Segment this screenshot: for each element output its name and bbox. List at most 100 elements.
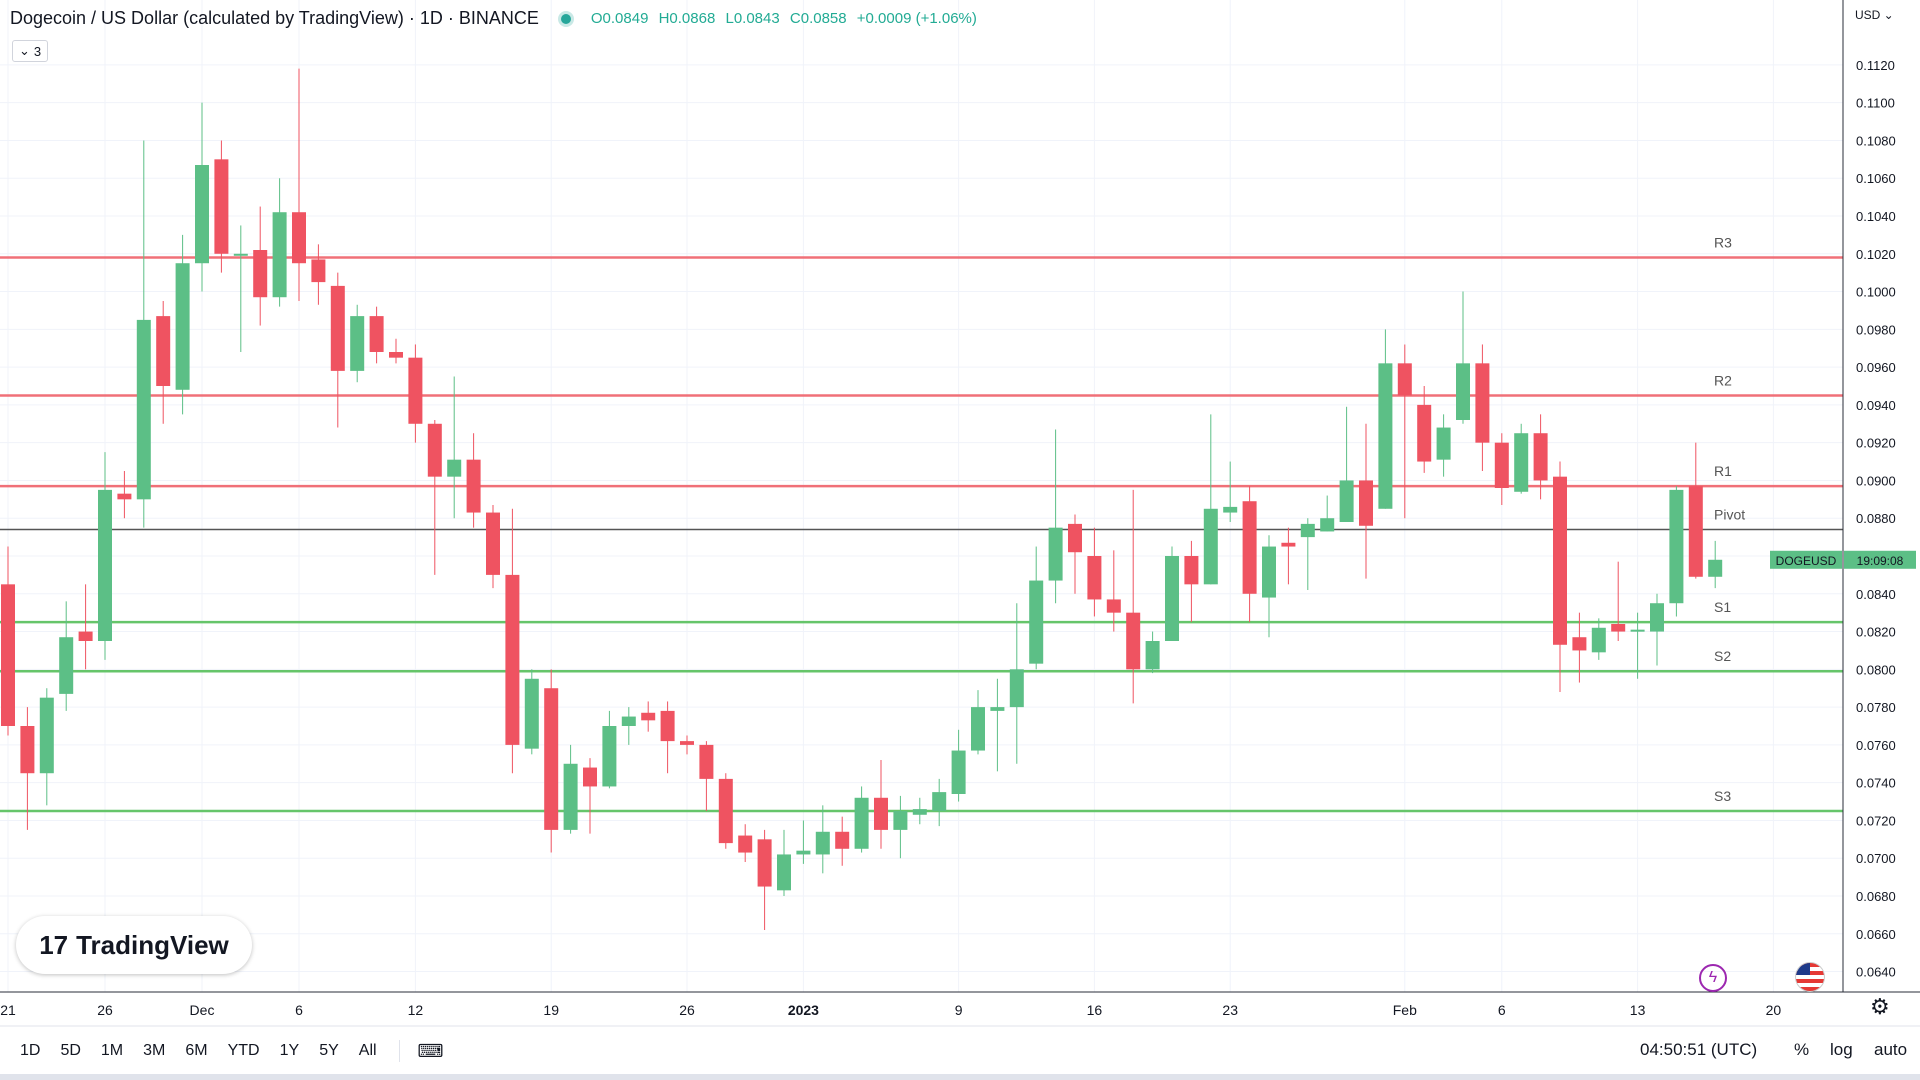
candle-body-down — [1106, 599, 1121, 613]
chevron-down-icon: ⌄ — [1880, 8, 1894, 22]
chevron-down-icon: ⌄ — [19, 43, 30, 58]
candle-body-down — [680, 741, 694, 745]
toolbar-divider — [398, 1040, 400, 1062]
chart-grid — [0, 0, 1843, 992]
candle-body-up — [1165, 556, 1179, 641]
candle-body-up — [447, 459, 462, 477]
candle-body-up — [39, 697, 54, 774]
level-label-s1: S1 — [1714, 599, 1731, 615]
candle-body-down — [718, 778, 733, 844]
level-label-pivot: Pivot — [1714, 507, 1745, 523]
price-tick-label: 0.1020 — [1856, 247, 1896, 262]
price-tick-label: 0.1060 — [1856, 171, 1896, 186]
candle-body-down — [1, 584, 15, 726]
price-tick-label: 0.0700 — [1856, 851, 1896, 866]
candle-body-down — [1397, 363, 1412, 396]
candle-body-up — [815, 831, 830, 855]
lightning-icon[interactable]: ϟ — [1699, 964, 1727, 992]
candle-body-down — [1184, 556, 1199, 585]
candle-body-down — [874, 797, 888, 830]
candle-body-down — [1611, 624, 1626, 632]
candle-body-up — [1456, 363, 1470, 420]
symbol-title[interactable]: Dogecoin / US Dollar (calculated by Trad… — [10, 8, 539, 28]
low-value: L0.0843 — [725, 10, 780, 27]
candle-body-up — [175, 263, 190, 390]
candle-body-down — [660, 710, 675, 742]
level-label-s3: S3 — [1714, 788, 1731, 804]
countdown-tag-label: 19:09:08 — [1857, 554, 1904, 568]
candle-body-down — [117, 493, 132, 500]
candle-body-up — [1514, 433, 1529, 492]
candle-body-up — [233, 253, 248, 256]
timeframe-5y[interactable]: 5Y — [319, 1042, 339, 1059]
time-tick-label: Dec — [190, 1002, 215, 1018]
currency-selector[interactable]: USD ⌄ — [1855, 8, 1894, 22]
auto-toggle[interactable]: auto — [1874, 1040, 1908, 1059]
bottom-strip — [0, 1074, 1920, 1080]
indicator-count: 3 — [33, 43, 42, 59]
time-tick-label: 6 — [295, 1002, 303, 1018]
price-tick-label: 0.0740 — [1856, 776, 1896, 791]
candle-body-down — [408, 357, 423, 424]
candle-body-down — [1242, 501, 1257, 594]
candle-body-up — [1262, 546, 1276, 598]
time-tick-label: 9 — [955, 1002, 963, 1018]
candle-body-up — [1378, 363, 1393, 509]
timeframe-ytd[interactable]: YTD — [227, 1042, 260, 1059]
time-tick-label: 23 — [1222, 1002, 1238, 1018]
timeframe-1y[interactable]: 1Y — [279, 1042, 300, 1059]
tradingview-logo[interactable]: 17 TradingView — [16, 916, 252, 974]
candle-body-up — [350, 316, 365, 371]
candle-body-up — [1630, 629, 1645, 632]
candle-body-down — [466, 459, 481, 513]
candle-body-up — [951, 750, 966, 794]
timeframe-1m[interactable]: 1M — [100, 1042, 124, 1059]
candle-body-up — [195, 165, 209, 264]
percent-toggle[interactable]: % — [1794, 1040, 1810, 1059]
timeframe-1d[interactable]: 1D — [20, 1042, 41, 1059]
candle-body-down — [1126, 612, 1141, 670]
timeframe-all[interactable]: All — [358, 1042, 377, 1059]
indicators-toggle[interactable]: ⌄ 3 — [12, 40, 49, 62]
candle-body-down — [389, 352, 403, 358]
candle-body-down — [292, 212, 306, 264]
candle-body-down — [78, 631, 93, 641]
candle-body-up — [59, 637, 74, 694]
candle-body-down — [1087, 556, 1102, 600]
timeframe-3m[interactable]: 3M — [143, 1042, 166, 1059]
time-tick-label: 21 — [0, 1002, 16, 1018]
candle-body-down — [330, 285, 345, 371]
candle-body-down — [253, 250, 268, 298]
price-tick-label: 0.0900 — [1856, 473, 1896, 488]
timeframe-6m[interactable]: 6M — [185, 1042, 208, 1059]
price-tick-label: 0.0880 — [1856, 511, 1896, 526]
market-status-icon — [560, 13, 571, 24]
candle-body-up — [971, 707, 985, 751]
price-tick-label: 0.0840 — [1856, 587, 1896, 602]
bottom-toolbar: 1D 5D 1M 3M 6M YTD 1Y 5Y All ⌨ — [0, 1028, 1920, 1074]
price-tick-label: 0.1100 — [1856, 96, 1895, 111]
date-range-icon[interactable]: ⌨ — [417, 1040, 444, 1061]
candle-body-up — [1223, 506, 1238, 513]
candle-body-down — [1553, 476, 1567, 645]
candle-body-up — [1300, 523, 1315, 538]
candle-body-down — [156, 316, 171, 386]
candle-body-up — [1048, 527, 1063, 581]
time-tick-label: 16 — [1087, 1002, 1103, 1018]
candle-body-up — [1436, 427, 1451, 460]
utc-clock[interactable]: 04:50:51 (UTC) — [1640, 1040, 1758, 1059]
time-tick-label: 6 — [1498, 1002, 1506, 1018]
timeframe-5d[interactable]: 5D — [60, 1042, 81, 1059]
gear-icon[interactable]: ⚙ — [1870, 994, 1890, 1019]
price-tick-label: 0.0720 — [1856, 813, 1896, 828]
candle-body-up — [893, 811, 908, 830]
us-flag-icon[interactable] — [1795, 962, 1825, 992]
candle-body-up — [1591, 627, 1606, 653]
candle-body-up — [990, 707, 1005, 711]
level-label-r3: R3 — [1714, 235, 1732, 251]
price-tick-label: 0.0940 — [1856, 398, 1896, 413]
candle-body-down — [738, 835, 753, 853]
candle-body-down — [835, 831, 850, 849]
log-toggle[interactable]: log — [1830, 1040, 1853, 1059]
